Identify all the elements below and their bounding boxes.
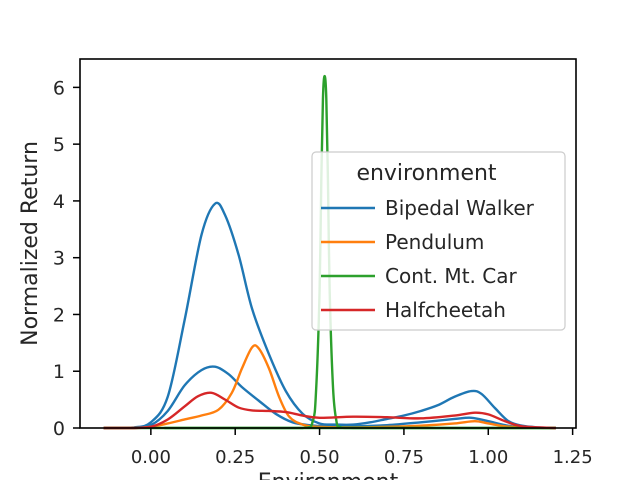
x-tick-label: 1.25	[553, 447, 593, 468]
x-tick-label: 0.25	[215, 447, 255, 468]
legend-label-cont-mt-car: Cont. Mt. Car	[385, 264, 517, 288]
y-tick-label: 0	[53, 418, 65, 440]
y-tick-label: 5	[53, 134, 65, 156]
series-line-bipedal-walker	[103, 201, 556, 430]
plot-area-frame	[79, 58, 577, 429]
legend-label-pendulum: Pendulum	[385, 230, 484, 254]
y-axis: 0 1 2 3 4 5 6	[53, 77, 80, 440]
legend-label-bipedal-walker: Bipedal Walker	[385, 196, 535, 220]
legend: environment Bipedal Walker Pendulum Cont. …	[311, 151, 566, 331]
y-tick-label: 3	[53, 248, 65, 270]
y-tick-label: 6	[53, 77, 65, 99]
y-tick-label: 4	[53, 191, 65, 213]
series-line-bipedal-walker-secondary	[103, 365, 556, 430]
legend-title: environment	[356, 161, 496, 186]
legend-box	[311, 151, 566, 331]
x-tick-label: 0.75	[384, 447, 424, 468]
y-axis-label: Normalized Return	[18, 141, 43, 346]
y-tick-label: 1	[53, 361, 65, 383]
legend-entries: Bipedal Walker Pendulum Cont. Mt. Car Halfc…	[321, 196, 535, 322]
x-axis-label: Environment	[258, 470, 399, 480]
legend-label-halfcheetah: Halfcheetah	[385, 298, 506, 322]
series-line-halfcheetah	[103, 391, 556, 430]
series-line-pendulum	[103, 344, 556, 430]
x-tick-label: 1.00	[468, 447, 508, 468]
y-tick-label: 2	[53, 304, 65, 326]
x-axis: 0.00 0.25 0.50 0.75 1.00 1.25	[131, 428, 593, 468]
x-tick-label: 0.50	[300, 447, 340, 468]
x-tick-label: 0.00	[131, 447, 171, 468]
